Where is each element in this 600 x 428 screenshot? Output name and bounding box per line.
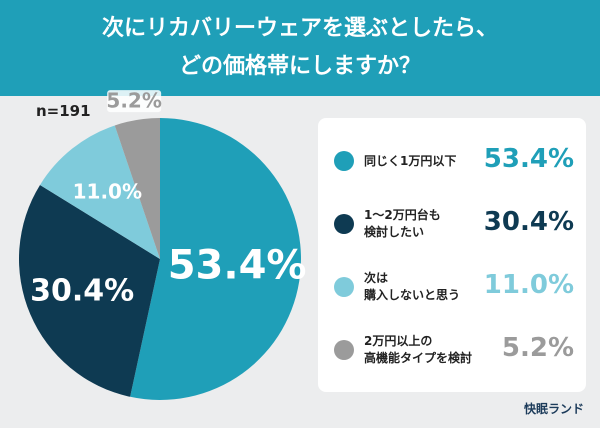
- slice-label: 5.2%: [106, 89, 161, 113]
- legend-item: 1〜2万円台も 検討したい 30.4%: [334, 199, 574, 249]
- slice-label: 30.4%: [30, 274, 134, 309]
- pie-slice: [114, 118, 160, 259]
- legend-item: 次は 購入しないと思う 11.0%: [334, 262, 574, 312]
- legend-label: 同じく1万円以下: [364, 153, 457, 168]
- legend-label: 1〜2万円台も 検討したい: [364, 208, 441, 239]
- header-band: [0, 0, 600, 96]
- chart-title: 次にリカバリーウェアを選ぶとしたら、 どの価格帯にしますか？: [101, 16, 498, 79]
- legend-value: 5.2%: [501, 333, 574, 363]
- pie-slice: [130, 118, 302, 400]
- legend-item: 同じく1万円以下 53.4%: [334, 136, 574, 186]
- brand: 快眠ランド: [523, 402, 584, 416]
- pie-slice: [18, 184, 160, 397]
- slice-label: 11.0%: [73, 179, 142, 203]
- legend-value: 30.4%: [483, 207, 574, 237]
- legend-swatch: [334, 151, 354, 171]
- legend-item: 2万円以上の 高機能タイプを検討 5.2%: [334, 325, 574, 375]
- legend-label: 2万円以上の 高機能タイプを検討: [364, 334, 473, 365]
- pie-slice: [40, 125, 160, 259]
- label-box: [107, 90, 162, 113]
- legend-value: 11.0%: [483, 270, 574, 300]
- legend-swatch: [334, 277, 354, 297]
- legend-swatch: [334, 340, 354, 360]
- legend: 同じく1万円以下 53.4% 1〜2万円台も 検討したい 30.4% 次は 購入しないと…: [318, 118, 586, 392]
- slice-label: 53.4%: [168, 242, 307, 288]
- legend-value: 53.4%: [483, 144, 574, 174]
- legend-swatch: [334, 214, 354, 234]
- legend-label: 次は 購入しないと思う: [364, 271, 461, 302]
- sample-size: n=191: [36, 102, 91, 120]
